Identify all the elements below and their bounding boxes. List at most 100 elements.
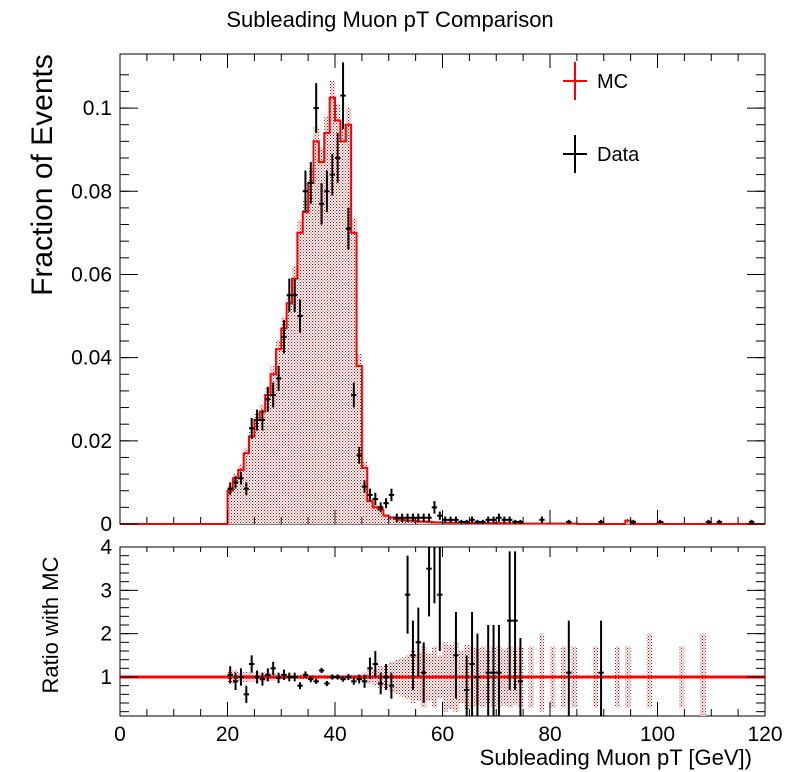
data-point — [464, 519, 470, 524]
y-tick-label: 0 — [100, 513, 112, 536]
ratio-y-tick-label: 1 — [100, 666, 112, 689]
mc-band-bin — [378, 506, 384, 524]
ratio-point — [286, 672, 292, 682]
data-point — [286, 278, 292, 312]
mc-band-bin — [313, 126, 319, 525]
data-point — [345, 207, 352, 250]
ratio-point — [410, 620, 416, 690]
ratio-y-tick-label: 3 — [100, 579, 112, 602]
data-point — [507, 516, 513, 524]
data-point — [442, 516, 448, 524]
ratio-y-tick-label: 4 — [100, 536, 112, 559]
mc-band-bin — [302, 198, 309, 525]
data-point — [453, 516, 459, 524]
x-tick-label: 100 — [640, 723, 675, 746]
mc-band-bin — [324, 116, 330, 525]
data-point — [716, 519, 722, 524]
ratio-point — [292, 672, 298, 682]
ratio-point — [275, 672, 282, 684]
data-point — [431, 501, 438, 514]
ratio-point — [404, 555, 411, 634]
data-point — [485, 516, 491, 524]
ratio-point — [464, 655, 470, 716]
ratio-point — [485, 625, 491, 716]
data-point — [705, 519, 712, 524]
data-point — [356, 447, 362, 464]
data-point — [254, 409, 260, 431]
data-point — [598, 519, 604, 524]
mc-band-bin — [318, 147, 325, 524]
mc-band-bin — [249, 430, 255, 524]
x-tick-label: 60 — [431, 723, 454, 746]
ratio-point — [270, 661, 276, 675]
data-point — [275, 365, 282, 391]
ratio-point — [421, 642, 427, 703]
mc-band-bin — [286, 293, 292, 524]
data-point — [539, 516, 545, 524]
ratio-point — [254, 670, 260, 684]
data-point — [281, 320, 287, 354]
ratio-point — [507, 551, 513, 690]
data-point — [657, 519, 663, 524]
data-point — [351, 382, 357, 408]
data-point — [517, 519, 524, 524]
mc-band-bin — [329, 81, 335, 524]
ratio-point — [297, 682, 303, 690]
ratio-point — [378, 672, 384, 695]
data-point — [447, 516, 454, 524]
ratio-point — [566, 620, 572, 716]
mc-band-bin — [367, 497, 373, 524]
data-point — [496, 513, 502, 522]
data-point — [501, 516, 507, 524]
data-point — [410, 513, 416, 522]
mc-band-bin — [388, 516, 395, 524]
legend-entry-data: Data — [563, 135, 640, 173]
data-point — [474, 519, 481, 524]
data-point — [388, 488, 395, 502]
data-point — [512, 519, 518, 524]
data-point — [630, 519, 636, 524]
y-tick-label: 0.06 — [71, 263, 112, 286]
x-tick-label: 120 — [747, 723, 782, 746]
data-point — [270, 382, 276, 408]
mc-band-bin — [275, 340, 282, 524]
ratio-point — [426, 547, 432, 617]
mc-band-bin — [372, 504, 378, 524]
ratio-plot-panel: 0 20 40 60 80 100 120 1 2 3 4 — [100, 536, 782, 746]
ratio-point — [259, 672, 266, 686]
main-plot-panel: 0 0.02 0.04 0.06 0.08 0.1 — [71, 53, 766, 536]
data-point — [243, 482, 249, 495]
legend-data-label: Data — [597, 144, 640, 166]
data-point — [490, 516, 497, 524]
data-point — [361, 480, 368, 493]
data-point — [378, 502, 384, 513]
ratio-point — [227, 666, 233, 684]
ratio-point — [232, 672, 239, 690]
mc-band-bin — [308, 168, 314, 524]
y-tick-label: 0.04 — [71, 347, 112, 370]
ratio-point — [238, 668, 244, 686]
mc-band-bin — [232, 474, 239, 524]
mc-band-bin — [340, 124, 346, 525]
ratio-point — [265, 668, 271, 682]
data-point — [227, 482, 233, 495]
ratio-point — [281, 669, 287, 681]
data-point — [372, 492, 378, 506]
ratio-point — [361, 674, 368, 688]
ratio-point — [329, 674, 335, 680]
data-point — [399, 513, 405, 522]
ratio-point — [517, 638, 524, 716]
data-point — [329, 153, 335, 196]
mc-band-bin — [238, 464, 244, 524]
x-tick-label: 20 — [216, 723, 239, 746]
legend: MC Data — [563, 62, 640, 173]
data-point — [469, 516, 475, 524]
data-point — [426, 513, 432, 522]
ratio-point — [308, 676, 314, 683]
mc-band-bin — [383, 514, 389, 524]
data-point — [421, 513, 427, 522]
mc-band-bin — [356, 353, 362, 524]
mc-band-bin — [259, 404, 266, 524]
x-tick-label: 0 — [114, 723, 126, 746]
